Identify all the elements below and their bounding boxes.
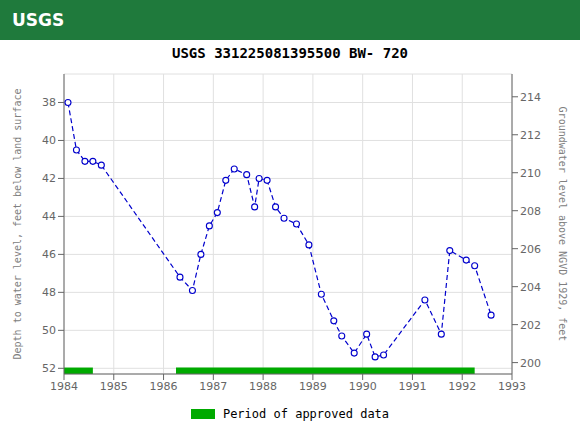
svg-text:46: 46 <box>42 248 56 261</box>
svg-text:1987: 1987 <box>199 380 227 393</box>
svg-text:1989: 1989 <box>299 380 327 393</box>
svg-text:206: 206 <box>520 243 541 256</box>
svg-text:1988: 1988 <box>249 380 277 393</box>
svg-text:200: 200 <box>520 357 541 370</box>
svg-text:Depth to water level, feet bel: Depth to water level, feet below land su… <box>12 89 23 360</box>
html-text:USGS 331225081395500 BW- 720: USGS 331225081395500 BW- 720 <box>172 45 408 61</box>
svg-text:48: 48 <box>42 286 56 299</box>
html-text:USGS: USGS <box>12 10 65 30</box>
svg-text:214: 214 <box>520 91 541 104</box>
svg-text:1990: 1990 <box>349 380 377 393</box>
svg-text:1992: 1992 <box>448 380 476 393</box>
svg-text:38: 38 <box>42 96 56 109</box>
svg-text:210: 210 <box>520 167 541 180</box>
svg-text:202: 202 <box>520 319 541 332</box>
svg-text:44: 44 <box>42 210 56 223</box>
svg-text:52: 52 <box>42 362 56 375</box>
svg-text:204: 204 <box>520 281 541 294</box>
svg-text:40: 40 <box>42 134 56 147</box>
svg-text:50: 50 <box>42 324 56 337</box>
svg-text:1993: 1993 <box>498 380 526 393</box>
svg-text:1984: 1984 <box>50 380 78 393</box>
svg-text:Groundwater level above NGVD 1: Groundwater level above NGVD 1929, feet <box>557 107 568 342</box>
html-text:Period of approved data: Period of approved data <box>222 407 390 421</box>
svg-text:1986: 1986 <box>150 380 178 393</box>
svg-text:1985: 1985 <box>100 380 128 393</box>
svg-text:1991: 1991 <box>398 380 426 393</box>
svg-text:212: 212 <box>520 129 541 142</box>
svg-text:42: 42 <box>42 172 56 185</box>
svg-text:208: 208 <box>520 205 541 218</box>
